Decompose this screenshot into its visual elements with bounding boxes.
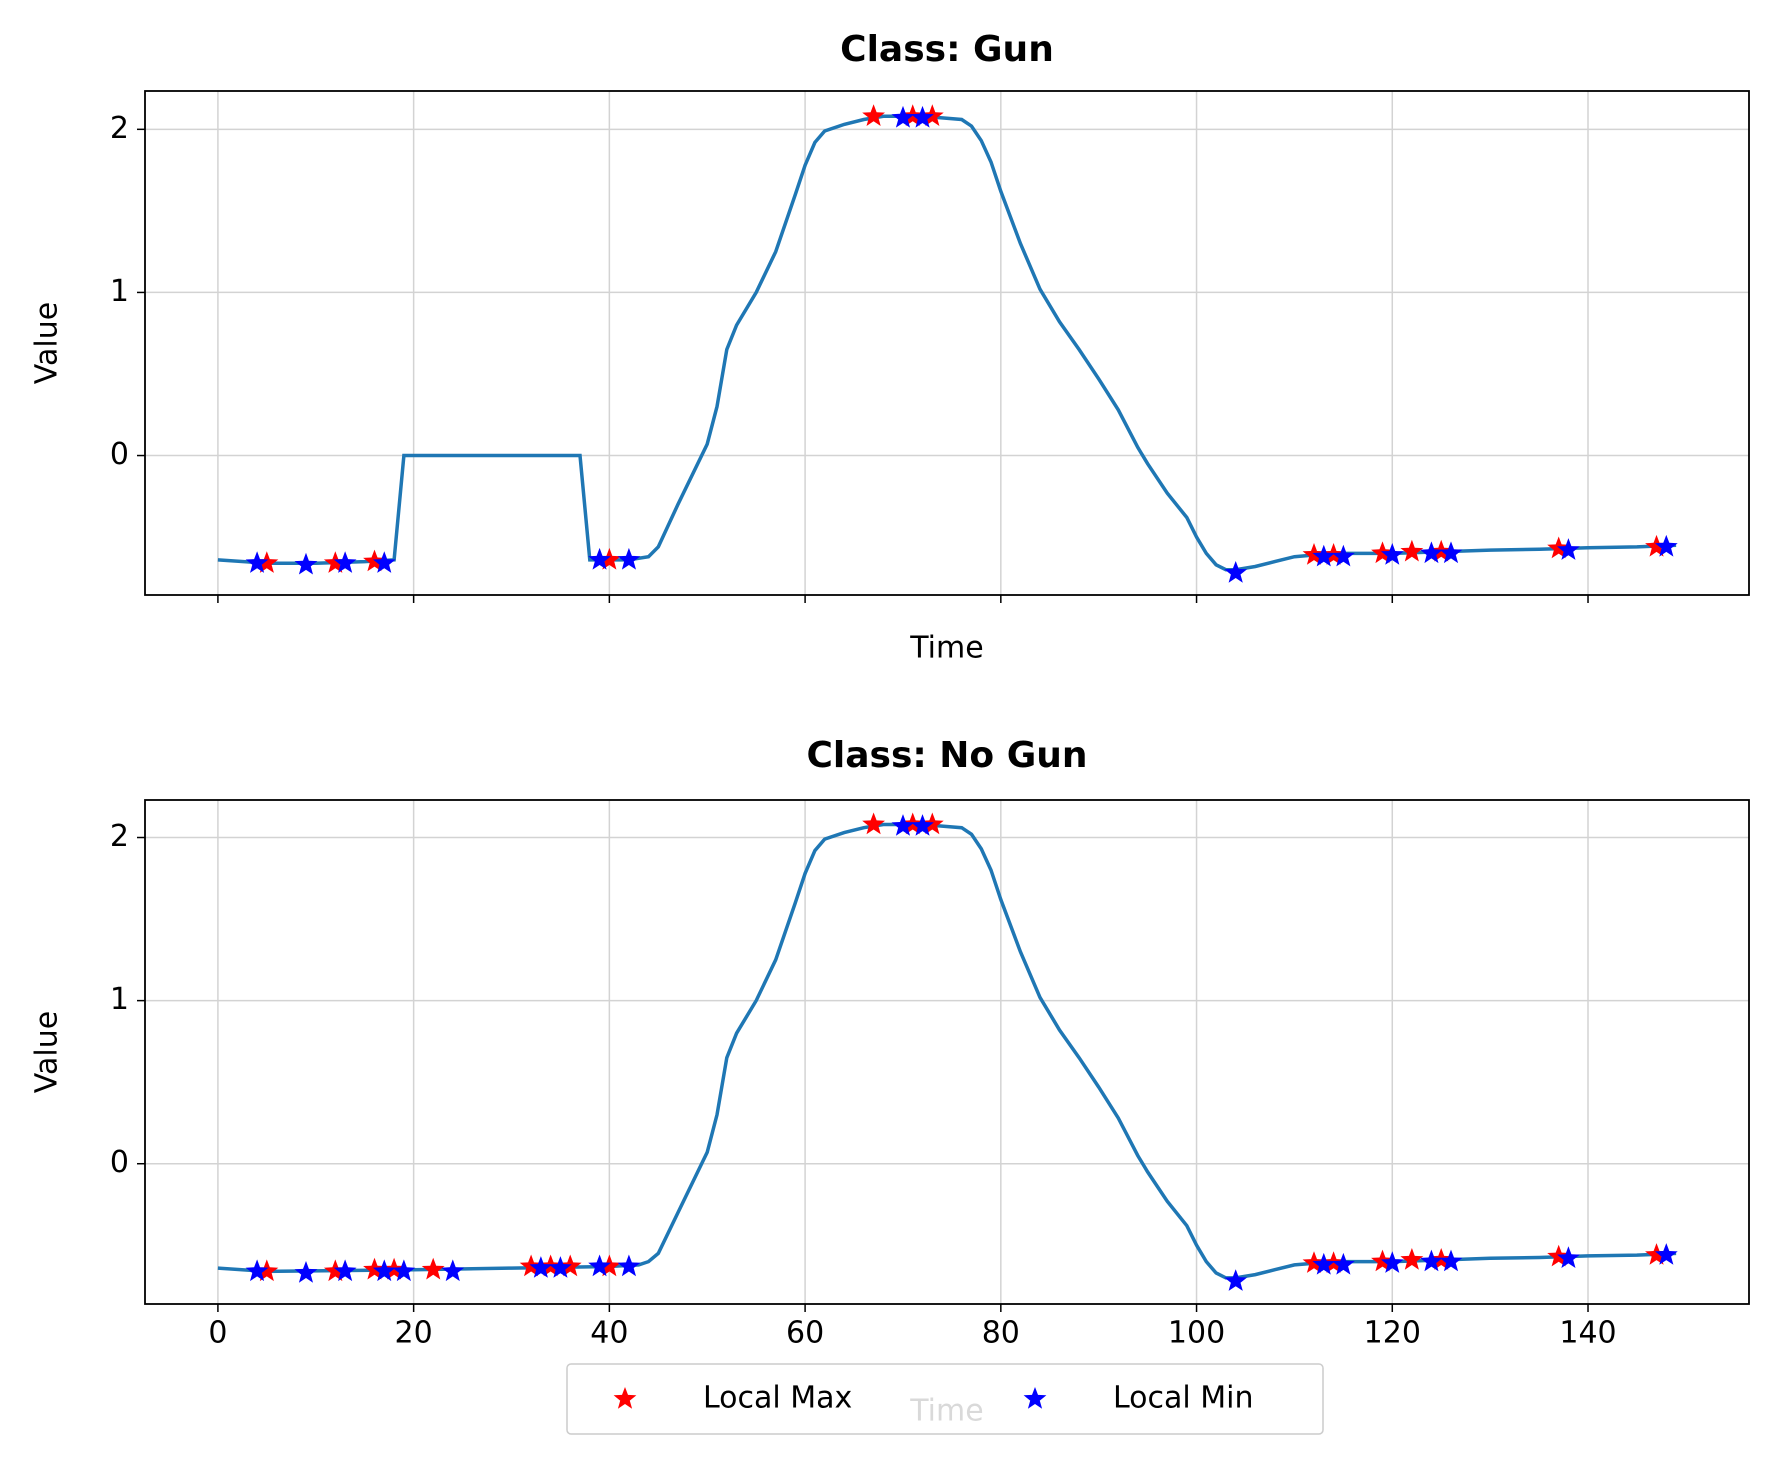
marker: [588, 547, 611, 570]
plot-frame: [144, 799, 1750, 1305]
data-line: [217, 822, 1677, 1280]
marker: [255, 551, 279, 573]
x-axis-label: Time: [909, 631, 983, 666]
marker: [333, 1259, 357, 1282]
marker: [372, 551, 396, 573]
y-tick-label: 0: [110, 1145, 129, 1180]
marker: [1224, 1269, 1248, 1291]
marker: [1439, 1249, 1463, 1272]
marker: [323, 551, 347, 573]
marker: [372, 1259, 396, 1282]
legend: Local Max Local Min: [566, 1363, 1324, 1435]
marker: [255, 1259, 279, 1282]
x-tick-label: 120: [1364, 1316, 1421, 1351]
marker: [1557, 538, 1580, 560]
marker: [1331, 544, 1355, 567]
y-tick-label: 1: [110, 274, 129, 309]
data-line: [217, 114, 1677, 572]
chart-title: Class: No Gun: [806, 735, 1087, 776]
x-tick-label: 0: [208, 1316, 227, 1351]
marker: [1557, 1246, 1580, 1268]
marker: [549, 1256, 572, 1278]
y-tick-label: 1: [110, 982, 129, 1017]
marker: [294, 552, 318, 575]
marker: [862, 104, 885, 126]
x-tick-label: 60: [786, 1316, 824, 1351]
marker: [1420, 541, 1443, 564]
marker: [598, 1254, 621, 1277]
y-tick-label: 2: [110, 819, 129, 854]
y-tick-label: 2: [110, 111, 129, 146]
marker: [617, 547, 641, 570]
marker: [294, 1261, 318, 1283]
marker: [245, 1259, 269, 1282]
marker: [1400, 539, 1424, 562]
marker: [1654, 1243, 1678, 1265]
marker: [911, 814, 934, 836]
x-tick-label: 20: [395, 1316, 433, 1351]
y-tick-label: 0: [110, 437, 129, 472]
marker: [1380, 543, 1404, 565]
marker: [1654, 534, 1678, 557]
marker: [421, 1257, 445, 1280]
marker: [245, 551, 269, 573]
marker: [1331, 1252, 1355, 1275]
marker: [588, 1254, 611, 1277]
marker: [1312, 1252, 1336, 1275]
legend-marker: [1023, 1387, 1047, 1409]
marker: [441, 1259, 465, 1282]
x-tick-label: 100: [1168, 1316, 1225, 1351]
chart-title: Class: Gun: [840, 29, 1054, 70]
x-tick-label: 80: [982, 1316, 1020, 1351]
plot-frame: [144, 90, 1750, 596]
y-axis-label: Value: [30, 1011, 65, 1093]
marker: [891, 105, 915, 128]
marker: [1439, 541, 1463, 564]
marker: [392, 1259, 416, 1282]
marker: [1645, 1243, 1668, 1265]
marker: [333, 551, 357, 573]
marker: [1400, 1248, 1424, 1270]
x-tick-label: 140: [1559, 1316, 1616, 1351]
legend-label: Local Max: [703, 1381, 852, 1416]
marker: [1312, 544, 1336, 567]
y-axis-label: Value: [30, 302, 65, 384]
marker: [323, 1259, 347, 1282]
marker: [1380, 1251, 1404, 1273]
legend-marker: [613, 1387, 637, 1409]
marker: [911, 105, 934, 128]
marker: [891, 814, 915, 836]
marker: [598, 547, 621, 570]
marker: [1420, 1249, 1443, 1272]
marker: [617, 1254, 641, 1277]
marker: [1224, 561, 1248, 583]
legend-box: [566, 1363, 1324, 1435]
marker: [529, 1256, 553, 1278]
legend-label: Local Min: [1113, 1381, 1254, 1416]
marker: [1645, 534, 1668, 557]
x-tick-label: 40: [590, 1316, 628, 1351]
marker: [862, 812, 885, 835]
